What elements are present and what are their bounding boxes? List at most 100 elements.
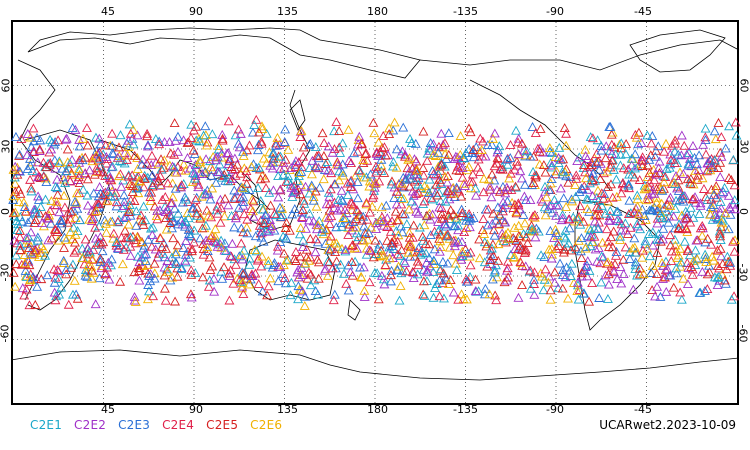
occultation-marker [386,179,397,189]
occultation-marker [670,240,681,250]
occultation-marker [605,206,616,216]
occultation-marker [618,269,629,279]
occultation-marker [246,161,257,171]
occultation-marker [240,183,250,193]
occultation-marker [170,183,181,193]
occultation-marker [474,253,485,263]
occultation-marker [435,236,446,246]
occultation-marker [306,169,317,179]
occultation-marker [94,133,105,143]
occultation-marker [229,192,240,202]
occultation-marker [259,217,270,227]
occultation-marker [418,163,429,173]
occultation-marker [244,279,255,289]
occultation-marker [644,251,655,261]
occultation-marker [386,241,397,251]
occultation-marker [631,132,642,142]
occultation-marker [170,296,181,306]
occultation-marker [461,294,472,304]
occultation-marker [241,178,252,188]
occultation-marker [491,272,502,282]
occultation-marker [540,167,551,177]
occultation-marker [281,255,292,265]
occultation-marker [527,226,538,236]
occultation-marker [265,215,275,225]
occultation-marker [579,288,589,298]
occultation-marker [716,222,727,232]
occultation-marker [371,178,381,188]
occultation-marker [678,168,689,178]
occultation-marker [437,278,448,288]
occultation-marker [222,176,233,186]
occultation-marker [211,177,221,187]
occultation-marker [630,203,641,213]
occultation-marker [714,263,725,273]
occultation-marker [704,267,715,277]
occultation-marker [251,114,262,124]
occultation-marker [74,141,85,151]
occultation-marker [574,284,585,294]
occultation-marker [553,152,564,162]
occultation-marker [123,135,134,145]
occultation-marker [422,266,433,276]
occultation-marker [673,149,684,159]
occultation-marker [199,188,210,198]
occultation-marker [256,261,267,271]
occultation-marker [647,240,658,250]
occultation-marker [592,256,602,266]
occultation-marker [50,137,61,147]
occultation-marker [421,257,432,267]
occultation-marker [375,149,386,159]
occultation-marker [589,216,600,226]
occultation-marker [296,166,307,176]
occultation-marker [541,192,552,202]
occultation-marker [94,182,105,191]
occultation-marker [609,267,619,277]
occultation-marker [573,235,584,245]
occultation-marker [286,182,297,192]
occultation-marker [486,192,497,202]
occultation-marker [442,171,453,181]
occultation-marker [147,230,158,239]
occultation-marker [634,175,645,184]
occultation-marker [376,270,387,280]
occultation-marker [60,134,71,144]
occultation-marker [679,140,690,150]
occultation-marker [385,270,396,280]
occultation-marker [401,174,412,184]
occultation-marker [519,145,530,155]
occultation-marker [492,202,503,212]
occultation-marker [673,223,684,232]
occultation-marker [95,256,106,266]
occultation-marker [630,247,641,257]
occultation-marker [427,165,438,175]
occultation-marker [587,133,598,143]
occultation-marker [45,158,56,167]
occultation-marker [187,203,198,213]
occultation-marker [573,294,584,304]
occultation-marker [439,293,449,303]
occultation-marker [373,137,384,147]
occultation-marker [74,134,85,144]
occultation-marker [38,157,49,167]
occultation-marker [305,269,316,279]
occultation-marker [427,209,438,219]
occultation-marker [109,191,120,201]
occultation-marker [188,237,199,247]
occultation-marker [549,195,560,204]
occultation-marker [166,252,177,262]
occultation-marker [712,214,723,224]
occultation-marker [134,176,145,186]
occultation-marker [405,241,416,251]
occultation-marker [465,127,476,137]
occultation-marker [486,243,497,253]
occultation-marker [725,257,736,267]
occultation-marker [35,135,46,145]
occultation-marker [558,265,569,275]
occultation-marker [501,154,512,164]
occultation-marker [69,247,80,257]
occultation-marker [87,156,98,166]
occultation-marker [253,139,264,149]
occultation-marker [650,151,661,161]
occultation-marker [178,242,189,252]
